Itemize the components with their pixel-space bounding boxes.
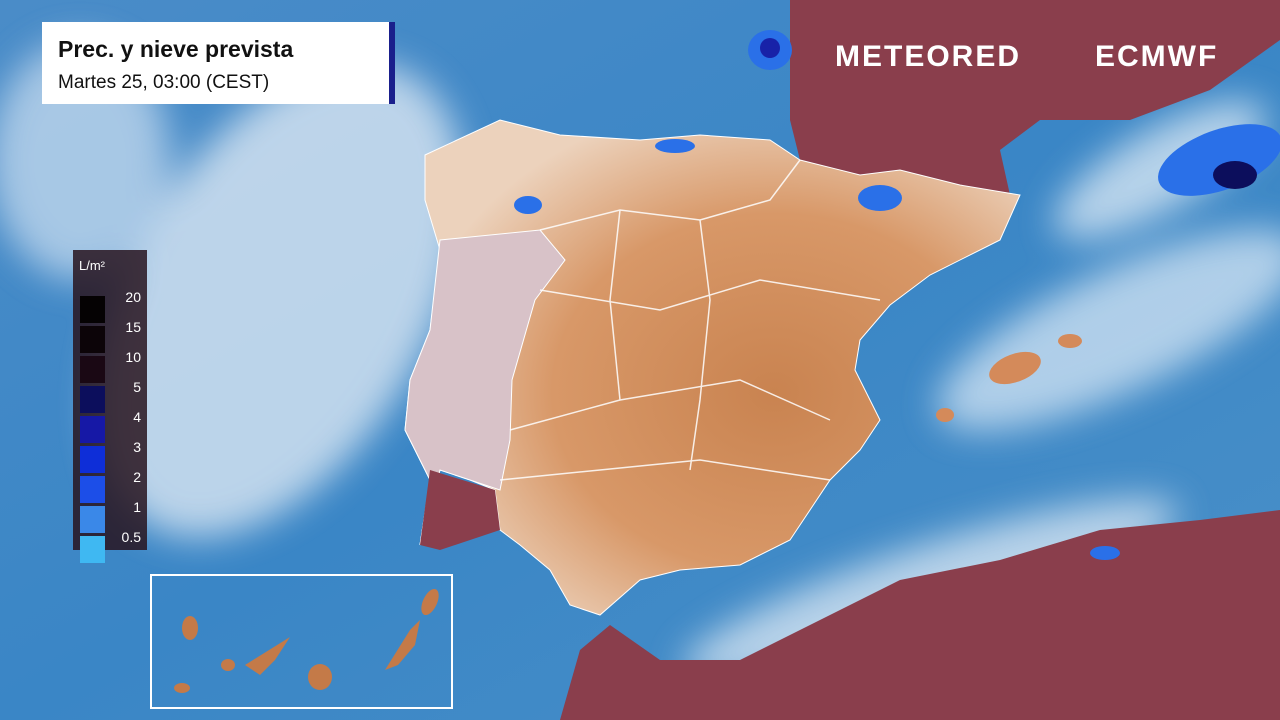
legend-swatch <box>80 446 105 473</box>
legend-swatch <box>80 386 105 413</box>
legend-label: 1 <box>133 499 141 515</box>
africa <box>560 510 1280 720</box>
legend-unit: L/m² <box>79 258 105 273</box>
portugal-south-clouds <box>420 470 500 550</box>
france <box>790 0 1280 195</box>
legend: L/m² 20 15 10 5 4 3 2 1 0.5 <box>73 250 147 563</box>
portugal <box>404 229 566 546</box>
legend-swatch <box>80 296 105 323</box>
legend-label: 0.5 <box>121 529 141 545</box>
brand-logo: METEORED <box>835 40 1022 73</box>
islands <box>936 334 1082 422</box>
canary-inset <box>150 574 453 709</box>
snow-areas <box>514 30 1280 560</box>
legend-swatch <box>80 476 105 503</box>
legend-swatch <box>80 326 105 353</box>
subtitle: Martes 25, 03:00 (CEST) <box>58 72 270 93</box>
legend-label: 3 <box>133 439 141 455</box>
legend-swatch <box>80 536 105 563</box>
legend-swatch <box>80 356 105 383</box>
legend-label: 15 <box>125 319 141 335</box>
legend-label: 20 <box>125 289 141 305</box>
legend-swatch <box>80 506 105 533</box>
legend-label: 5 <box>133 379 141 395</box>
title: Prec. y nieve prevista <box>58 36 294 62</box>
legend-swatch <box>80 416 105 443</box>
legend-label: 2 <box>133 469 141 485</box>
partner-logo: ECMWF <box>1095 40 1219 73</box>
title-box: Prec. y nieve prevista Martes 25, 03:00 … <box>42 22 395 104</box>
canary-islands <box>174 588 439 693</box>
legend-label: 10 <box>125 349 141 365</box>
legend-label: 4 <box>133 409 141 425</box>
region-borders <box>499 159 881 481</box>
